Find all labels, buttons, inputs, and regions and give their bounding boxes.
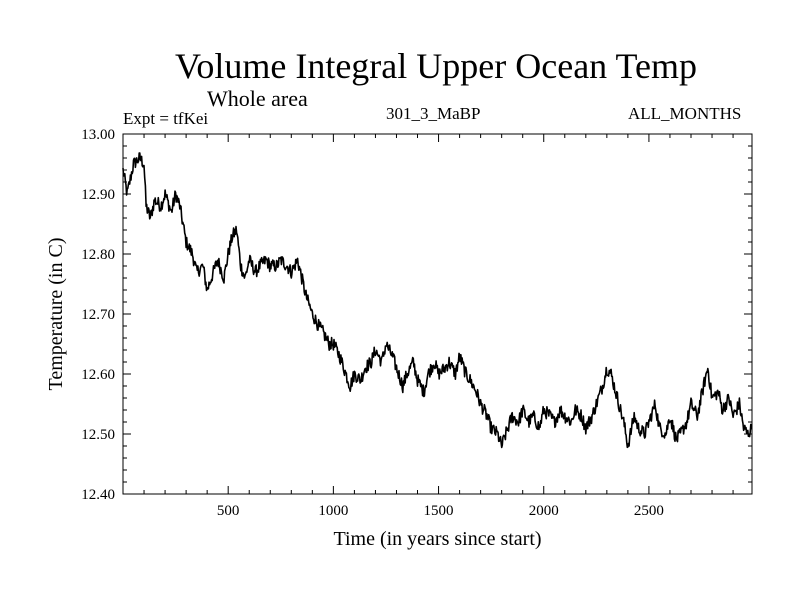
chart-subtitle: Whole area	[207, 86, 308, 111]
experiment-label: Expt = tfKei	[123, 109, 209, 128]
minor-ticks	[123, 134, 752, 494]
temperature-series-line	[122, 152, 753, 449]
y-tick-label: 12.80	[81, 247, 115, 263]
y-axis-label: Temperature (in C)	[45, 238, 67, 391]
y-tick-label: 12.40	[81, 487, 115, 503]
x-tick-label: 1000	[318, 503, 348, 519]
y-tick-label: 12.70	[81, 307, 115, 323]
tick-labels: 500 1000 1500 2000 2500 12.40 12.50 12.60 12.70 1…	[81, 127, 664, 519]
x-tick-label: 500	[217, 503, 240, 519]
chart-title: Volume Integral Upper Ocean Temp	[175, 46, 697, 86]
y-tick-label: 12.50	[81, 427, 115, 443]
x-tick-label: 1500	[424, 503, 454, 519]
major-ticks	[123, 134, 752, 494]
series-layer	[122, 152, 753, 449]
x-tick-label: 2000	[529, 503, 559, 519]
x-axis-label: Time (in years since start)	[333, 528, 541, 550]
y-tick-label: 13.00	[81, 127, 115, 143]
x-tick-label: 2500	[634, 503, 664, 519]
run-id-label: 301_3_MaBP	[386, 104, 481, 123]
months-label: ALL_MONTHS	[628, 104, 742, 123]
y-tick-label: 12.90	[81, 187, 115, 203]
plot-frame	[122, 133, 753, 495]
y-tick-label: 12.60	[81, 367, 115, 383]
